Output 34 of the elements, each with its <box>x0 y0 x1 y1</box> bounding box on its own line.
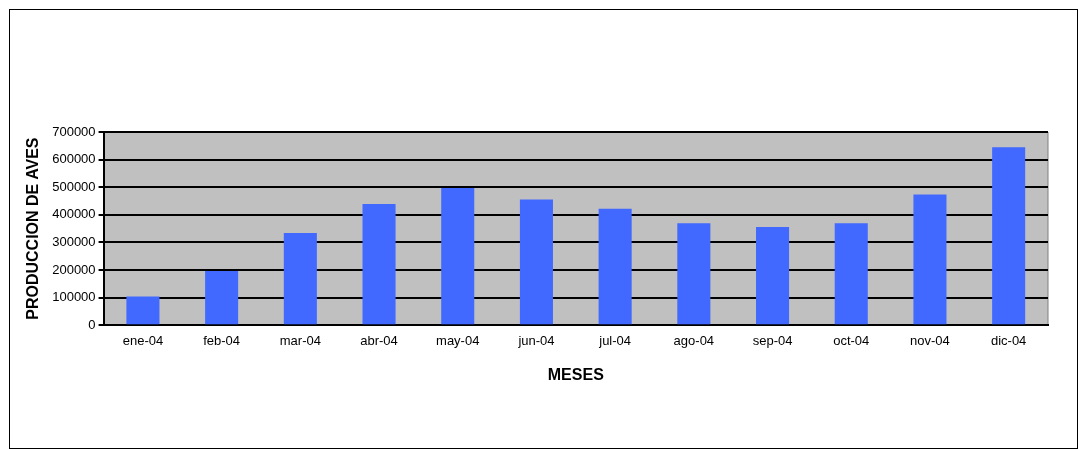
bar <box>441 188 475 325</box>
bar <box>283 233 317 325</box>
y-tick-label: 300000 <box>52 233 96 249</box>
x-tick-label: sep-04 <box>752 332 793 348</box>
x-tick-label: dic-04 <box>990 332 1027 348</box>
bar <box>205 271 239 325</box>
x-tick-label: nov-04 <box>910 332 950 348</box>
y-axis-title: PRODUCCION DE AVES <box>24 137 42 320</box>
x-tick-label: oct-04 <box>833 332 870 348</box>
bar <box>677 223 711 325</box>
y-tick-label: 600000 <box>52 151 96 167</box>
bar <box>913 194 947 325</box>
x-tick-label: feb-04 <box>203 332 241 348</box>
bar <box>126 296 160 325</box>
y-tick-label: 700000 <box>52 123 96 139</box>
y-tick-label: 100000 <box>52 289 96 305</box>
y-tick-label: 500000 <box>52 178 96 194</box>
x-axis-title: MESES <box>547 365 605 383</box>
bar <box>362 204 396 325</box>
bar <box>598 208 632 325</box>
y-tick-label: 200000 <box>52 261 96 277</box>
bar <box>519 199 553 325</box>
x-tick-label: ene-04 <box>122 332 164 348</box>
x-tick-label: mar-04 <box>279 332 321 348</box>
x-tick-label: ago-04 <box>673 332 715 348</box>
bar <box>756 226 790 325</box>
x-tick-label: may-04 <box>436 332 480 348</box>
bar <box>834 223 868 325</box>
x-tick-label: jul-04 <box>598 332 632 348</box>
x-tick-label: abr-04 <box>360 332 398 348</box>
y-tick-label: 400000 <box>52 206 96 222</box>
y-tick-label: 0 <box>88 316 96 332</box>
x-tick-label: jun-04 <box>517 332 555 348</box>
bar <box>992 147 1026 325</box>
